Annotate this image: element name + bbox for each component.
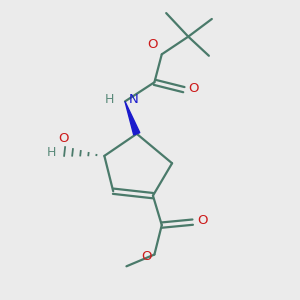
Polygon shape bbox=[125, 101, 140, 135]
Text: O: O bbox=[148, 38, 158, 51]
Text: O: O bbox=[58, 132, 68, 145]
Text: O: O bbox=[141, 250, 152, 262]
Text: O: O bbox=[197, 214, 208, 227]
Text: O: O bbox=[189, 82, 199, 95]
Text: H: H bbox=[105, 93, 114, 106]
Text: H: H bbox=[47, 146, 56, 159]
Text: N: N bbox=[128, 93, 138, 106]
